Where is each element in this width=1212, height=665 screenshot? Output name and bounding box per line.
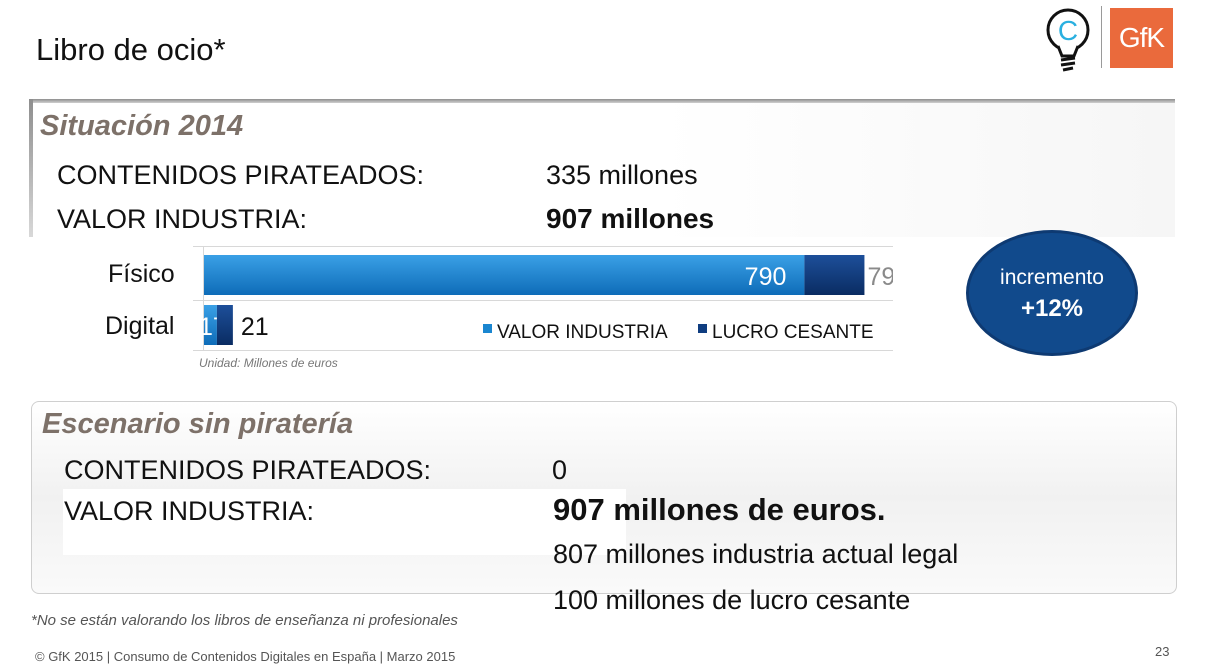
- page-number: 23: [1155, 644, 1170, 659]
- data-label-digital-lucro-cesante: 21: [241, 313, 269, 341]
- escenario-legal-line: 807 millones industria actual legal: [553, 539, 959, 569]
- page-title: Libro de ocio*: [36, 32, 226, 67]
- category-label-digital: Digital: [105, 312, 175, 340]
- increment-label: incremento: [1000, 266, 1104, 289]
- situacion-pirateados-label: CONTENIDOS PIRATEADOS:: [57, 160, 425, 190]
- category-label-fisico: Físico: [108, 260, 175, 288]
- escenario-highlight-patch: [63, 489, 626, 555]
- increment-value: +12%: [1020, 295, 1084, 322]
- lightbulb-logo-icon: C: [1046, 8, 1090, 72]
- footer-copyright: © GfK 2015 | Consumo de Contenidos Digit…: [35, 649, 456, 664]
- increment-bubble: incremento +12%: [966, 230, 1138, 356]
- bar-fisico-valor-industria: [204, 255, 805, 295]
- bar-fisico-lucro-cesante: [804, 255, 865, 295]
- chart-unit-note: Unidad: Millones de euros: [199, 356, 338, 370]
- situacion-panel-left-border: [29, 99, 33, 237]
- escenario-title: Escenario sin piratería: [42, 408, 354, 440]
- situacion-valor-value: 907 millones: [546, 203, 715, 234]
- situacion-pirateados-value: 335 millones: [546, 160, 698, 190]
- legend-label-lucro-cesante: LUCRO CESANTE: [712, 322, 874, 343]
- data-label-fisico-valor-industria: 790: [745, 263, 787, 291]
- data-label-fisico-lucro-cesante: 79: [867, 263, 893, 291]
- escenario-pirateados-label: CONTENIDOS PIRATEADOS:: [64, 455, 432, 485]
- situacion-panel: [29, 101, 1175, 237]
- escenario-valor-label: VALOR INDUSTRIA:: [64, 496, 315, 526]
- legend-swatch-valor-industria: [483, 324, 492, 333]
- logo-separator: [1101, 6, 1102, 68]
- situacion-title: Situación 2014: [40, 110, 244, 142]
- gfk-logo: GfK: [1110, 8, 1173, 68]
- situacion-panel-top-border: [29, 99, 1175, 103]
- footnote: *No se están valorando los libros de ens…: [31, 612, 458, 629]
- situacion-valor-label: VALOR INDUSTRIA:: [57, 204, 308, 234]
- legend-swatch-lucro-cesante: [698, 324, 707, 333]
- escenario-valor-value: 907 millones de euros.: [553, 492, 886, 527]
- bar-digital-valor-industria: [204, 305, 217, 345]
- escenario-pirateados-value: 0: [552, 455, 568, 485]
- legend-label-valor-industria: VALOR INDUSTRIA: [497, 322, 668, 343]
- bar-digital-lucro-cesante: [216, 305, 233, 345]
- escenario-lucro-line: 100 millones de lucro cesante: [553, 585, 911, 615]
- bulb-letter: C: [1058, 15, 1078, 46]
